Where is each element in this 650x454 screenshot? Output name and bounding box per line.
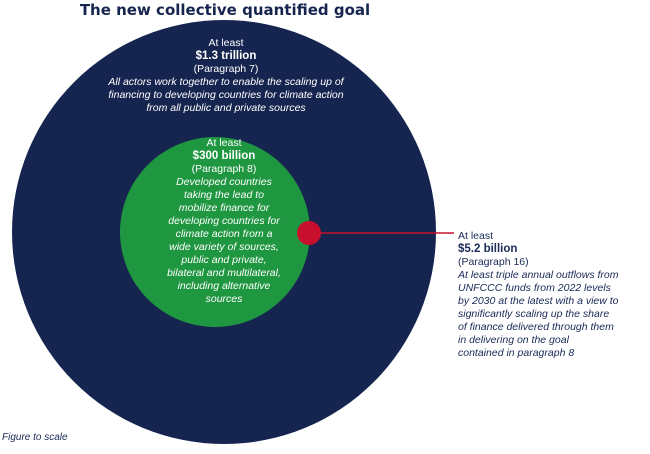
diagram-title: The new collective quantified goal (79, 1, 371, 19)
desc-line: wide variety of sources, (169, 241, 279, 253)
desc-line: All actors work together to enable the s… (108, 76, 344, 88)
inner-paragraph: (Paragraph 8) (191, 163, 257, 175)
desc-line: taking the lead to (184, 189, 264, 201)
desc-line: from all public and private sources (146, 102, 306, 114)
inner-circle-300-billion (120, 137, 310, 327)
desc-line: public and private, (181, 254, 267, 266)
inner-goal-label: At least $300 billion (Paragraph 8) Deve… (148, 137, 300, 306)
callout-amount: $5.2 billion (458, 243, 518, 255)
desc-line: contained in paragraph 8 (458, 347, 575, 359)
desc-line: Developed countries (176, 176, 272, 188)
footnote: Figure to scale (2, 432, 68, 443)
desc-line: bilateral and multilateral, (167, 267, 281, 279)
callout-paragraph: (Paragraph 16) (458, 256, 529, 268)
desc-line: At least triple annual outflows from (458, 269, 619, 281)
desc-line: significantly scaling up the share (458, 308, 610, 320)
outer-goal-label: At least $1.3 trillion (Paragraph 7) All… (66, 37, 386, 115)
desc-line: sources (205, 293, 243, 305)
desc-line: including alternative (177, 280, 271, 292)
outer-amount: $1.3 trillion (195, 50, 257, 62)
desc-line: developing countries for (168, 215, 280, 227)
inner-description: Developed countries taking the lead to m… (148, 176, 300, 306)
desc-line: of finance delivered through them (458, 321, 614, 333)
inner-prefix: At least (206, 137, 242, 149)
outer-description: All actors work together to enable the s… (66, 76, 386, 115)
dot-5-2-billion (297, 221, 321, 245)
callout-goal-label: At least $5.2 billion (Paragraph 16) At … (458, 230, 648, 360)
inner-amount: $300 billion (192, 150, 256, 162)
callout-prefix: At least (458, 230, 494, 242)
desc-line: by 2030 at the latest with a view to (458, 295, 619, 307)
desc-line: in delivering on the goal (458, 334, 569, 346)
desc-line: mobilize finance for (178, 202, 270, 214)
outer-paragraph: (Paragraph 7) (193, 63, 259, 75)
desc-line: UNFCCC funds from 2022 levels (458, 282, 611, 294)
outer-prefix: At least (208, 37, 244, 49)
callout-description: At least triple annual outflows from UNF… (458, 269, 648, 360)
desc-line: climate action from a (175, 228, 273, 240)
desc-line: financing to developing countries for cl… (108, 89, 344, 101)
